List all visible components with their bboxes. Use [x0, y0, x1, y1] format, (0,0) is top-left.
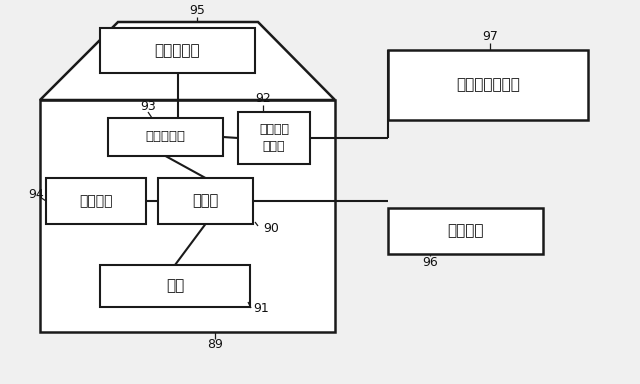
Bar — [388, 50, 588, 120]
Text: 制御部: 制御部 — [193, 194, 219, 209]
Text: 集中型電力系統: 集中型電力系統 — [456, 78, 520, 93]
Text: 自家発電機: 自家発電機 — [155, 43, 200, 58]
Text: 92: 92 — [255, 93, 271, 106]
Bar — [108, 118, 223, 156]
Bar — [388, 208, 543, 254]
Text: スマート
メータ: スマート メータ — [259, 123, 289, 153]
Text: 電気機器: 電気機器 — [79, 194, 113, 208]
Text: 97: 97 — [482, 30, 498, 43]
Polygon shape — [40, 22, 335, 100]
Bar — [100, 265, 250, 307]
Text: 94: 94 — [28, 189, 44, 202]
Text: 95: 95 — [189, 5, 205, 18]
Bar — [46, 178, 146, 224]
Text: パワーハブ: パワーハブ — [145, 131, 186, 144]
Text: 電源: 電源 — [166, 278, 184, 293]
Text: 電動車両: 電動車両 — [447, 223, 484, 238]
Bar — [100, 28, 255, 73]
Bar — [238, 112, 310, 164]
Bar — [40, 100, 335, 332]
Text: 89: 89 — [207, 339, 223, 351]
Text: 93: 93 — [140, 99, 156, 113]
Text: 91: 91 — [253, 301, 269, 314]
Text: 96: 96 — [422, 255, 438, 268]
Bar — [158, 178, 253, 224]
Text: 90: 90 — [263, 222, 279, 235]
